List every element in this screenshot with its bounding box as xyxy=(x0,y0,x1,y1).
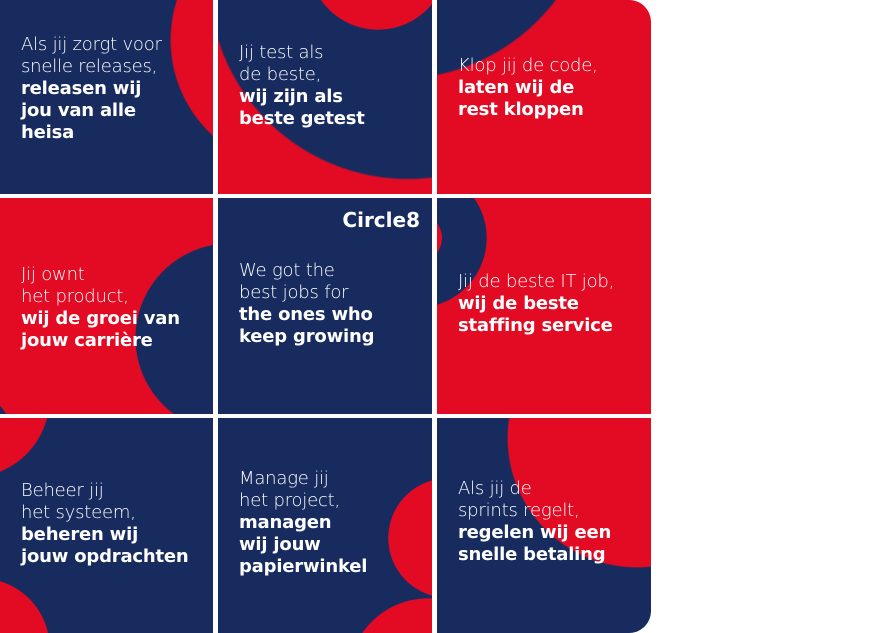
tile-text: We got the best jobs for the ones who keep … xyxy=(239,260,374,348)
tile-line: het project, xyxy=(239,490,341,511)
tile-4: Jij ownt het product, wij de groei van jouw… xyxy=(0,198,213,414)
tile-line-bold: releasen wij xyxy=(21,78,142,99)
tile-line-bold: heisa xyxy=(21,122,75,143)
tile-2: Jij test als de beste, wij zijn als beste g… xyxy=(218,0,432,194)
tile-line: Beheer jij xyxy=(21,480,104,501)
tile-text: Als jij de sprints regelt, regelen wij een… xyxy=(458,478,611,566)
tile-text: Als jij zorgt voor snelle releases, releas… xyxy=(21,34,162,144)
tile-line: Manage jij xyxy=(239,468,329,489)
poster-grid: Als jij zorgt voor snelle releases, releas… xyxy=(0,0,651,633)
tile-7: Beheer jij het systeem, beheren wij jouw op… xyxy=(0,418,213,633)
tile-line-bold: wij de groei van xyxy=(21,308,180,329)
tile-text: Jij test als de beste, wij zijn als beste g… xyxy=(239,42,365,130)
tile-3: Klop jij de code, laten wij de rest kloppe… xyxy=(437,0,651,194)
tile-line-bold: beste getest xyxy=(239,108,365,129)
tile-line-bold: wij jouw xyxy=(239,534,321,555)
tile-line-bold: jouw carrière xyxy=(21,330,153,351)
tile-line: Als jij de xyxy=(458,478,532,499)
circle8-logo: Circle8 xyxy=(342,208,420,232)
tile-line-bold: jou van alle xyxy=(21,100,136,121)
tile-8: Manage jij het project, managen wij jouw pap… xyxy=(218,418,432,633)
tile-line: het product, xyxy=(21,286,129,307)
tile-line: best jobs for xyxy=(239,282,349,303)
tile-line-bold: keep growing xyxy=(239,326,375,347)
tile-line-bold: laten wij de xyxy=(458,77,575,98)
tile-line: snelle releases, xyxy=(21,56,158,77)
tile-line: Jij ownt xyxy=(21,264,85,285)
tile-1: Als jij zorgt voor snelle releases, releas… xyxy=(0,0,213,194)
tile-line: Jij test als xyxy=(239,42,324,63)
tile-line: Jij de beste IT job, xyxy=(458,271,615,292)
tile-line-bold: rest kloppen xyxy=(458,99,584,120)
tile-text: Jij ownt het product, wij de groei van jouw… xyxy=(21,264,180,352)
tile-6: Jij de beste IT job, wij de beste staffing… xyxy=(437,198,651,414)
tile-text: Jij de beste IT job, wij de beste staffing… xyxy=(458,271,614,337)
tile-line-bold: wij de beste xyxy=(458,293,579,314)
tile-line: sprints regelt, xyxy=(458,500,580,521)
tile-line-bold: jouw opdrachten xyxy=(21,546,189,567)
tile-line-bold: managen xyxy=(239,512,332,533)
tile-line-bold: regelen wij een xyxy=(458,522,612,543)
tile-line-bold: papierwinkel xyxy=(239,556,368,577)
tile-5: We got the best jobs for the ones who keep … xyxy=(218,198,432,414)
tile-line-bold: beheren wij xyxy=(21,524,139,545)
tile-text: Beheer jij het systeem, beheren wij jouw op… xyxy=(21,480,189,568)
tile-9: Als jij de sprints regelt, regelen wij een… xyxy=(437,418,651,633)
tile-line: We got the xyxy=(239,260,335,281)
tile-line: Klop jij de code, xyxy=(458,55,598,76)
tile-line-bold: snelle betaling xyxy=(458,544,606,565)
tile-text: Klop jij de code, laten wij de rest kloppe… xyxy=(458,55,598,121)
tile-line-bold: the ones who xyxy=(239,304,373,325)
tile-line: het systeem, xyxy=(21,502,136,523)
tile-line-bold: wij zijn als xyxy=(239,86,343,107)
tile-line: Als jij zorgt voor xyxy=(21,34,162,55)
tile-text: Manage jij het project, managen wij jouw pap… xyxy=(239,468,367,578)
tile-line: de beste, xyxy=(239,64,322,85)
tile-line-bold: staffing service xyxy=(458,315,613,336)
